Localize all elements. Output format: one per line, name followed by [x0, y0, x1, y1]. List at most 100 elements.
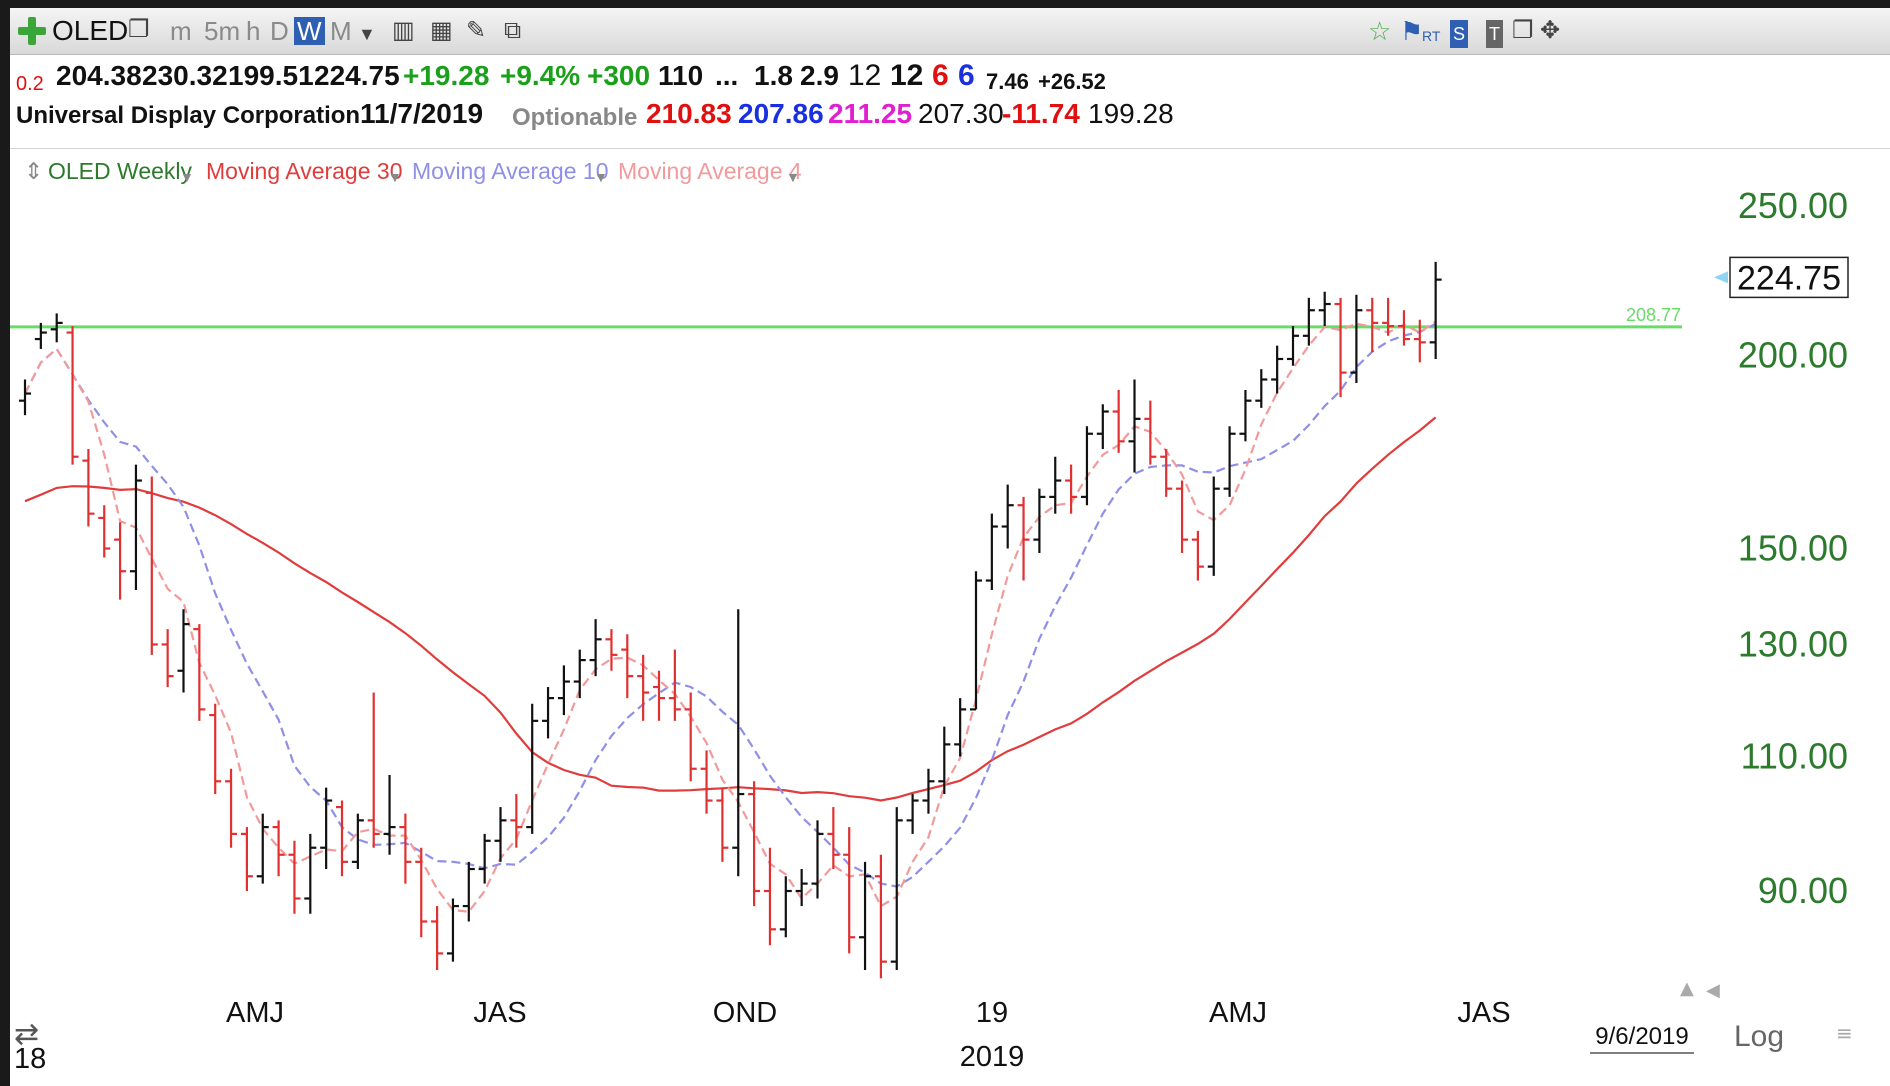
y-tick-label: 150.00: [1738, 528, 1848, 569]
ma4-line: [24, 320, 1437, 913]
reference-line: 208.77: [10, 305, 1682, 329]
ohlc-bar: [526, 703, 539, 834]
draw-pencil-icon[interactable]: ✎: [466, 17, 487, 44]
quote-change: +19.28: [403, 60, 490, 91]
s-button[interactable]: S: [1450, 20, 1469, 48]
reference-line-label: 208.77: [1626, 305, 1681, 325]
ohlc-bar: [1191, 530, 1204, 581]
ohlc-bar: [890, 807, 903, 970]
panel-menu-icon[interactable]: ≡: [1836, 1021, 1853, 1045]
legend-main-dropdown-icon[interactable]: ▼: [180, 169, 194, 185]
favorite-star-icon[interactable]: ☆: [1368, 16, 1392, 46]
ohlc-bar: [82, 448, 95, 527]
ohlc-bar: [256, 813, 269, 884]
ohlc-bar: [684, 692, 697, 782]
scroll-left-icon[interactable]: ◀: [1706, 980, 1720, 1001]
ohlc-bar: [542, 687, 555, 739]
ohlc-bar: [320, 787, 333, 870]
legend-main[interactable]: OLED Weekly: [48, 158, 193, 184]
ohlc-bar: [557, 665, 570, 716]
interval-month[interactable]: M: [330, 16, 352, 46]
window-icon[interactable]: ❐: [1512, 17, 1534, 44]
ohlc-bar: [225, 768, 238, 848]
header-separator: [10, 148, 1890, 149]
ohlc-bar: [1065, 464, 1078, 514]
price-chart[interactable]: 208.77 250.00 200.00 150.00 130.00 110.00 90.…: [10, 8, 1890, 1086]
symbol-label[interactable]: OLED: [52, 15, 129, 46]
y-tick-label: 110.00: [1741, 735, 1848, 776]
last-price-box: [1729, 256, 1849, 299]
date-marker: 9/6/2019: [1595, 1023, 1688, 1050]
ohlc-bar: [1112, 390, 1125, 453]
ohlc-bar: [145, 476, 158, 655]
quote-low: 199.51: [228, 60, 314, 91]
legend-ma30[interactable]: Moving Average 30: [206, 158, 403, 184]
flag-icon[interactable]: ⚑: [1400, 16, 1424, 46]
crosshair-icon[interactable]: ✥: [1540, 17, 1561, 44]
y-tick-label: 90.00: [1758, 870, 1848, 911]
quote-value-9: +26.52: [1038, 69, 1106, 94]
ohlc-bar: [700, 750, 713, 814]
swap-icon[interactable]: ⇄: [14, 1017, 39, 1052]
chart-window: OLED ❐ m 5m h D W M ▼ ▥ ▦ ✎ ⧉ ☆ ⚑ RT S T…: [10, 8, 1890, 1086]
legend-ma4-dropdown-icon[interactable]: ▼: [786, 169, 800, 185]
last-price-marker: [1714, 271, 1728, 284]
quote-high: 230.32: [142, 60, 228, 91]
t-button[interactable]: T: [1486, 20, 1503, 48]
legend-ma4[interactable]: Moving Average 4: [618, 158, 802, 184]
log-scale-toggle[interactable]: Log: [1734, 1020, 1784, 1053]
ohlc-bar: [1271, 345, 1284, 394]
quote-value-2: 1.8: [754, 60, 793, 91]
interval-day[interactable]: D: [270, 16, 289, 46]
ohlc-bar: [1176, 480, 1189, 553]
ohlc-bar: [367, 692, 380, 848]
interval-minute[interactable]: m: [170, 16, 192, 46]
x-tick-label: 19: [976, 997, 1008, 1029]
ohlc-bar: [494, 807, 507, 862]
quote-value-1: 110: [658, 60, 704, 91]
ohlc-bar: [478, 833, 491, 884]
quote-value-5: 12: [890, 59, 924, 92]
ohlc-bar: [510, 794, 523, 848]
ohlc-bar: [1318, 291, 1331, 327]
ohlc-bar: [161, 629, 174, 688]
x-tick-label: AMJ: [226, 997, 284, 1029]
ohlc-bar: [304, 833, 317, 914]
ohlc-bar: [621, 634, 634, 699]
ohlc-bar: [177, 609, 190, 693]
legend-ma30-dropdown-icon[interactable]: ▼: [388, 169, 402, 185]
ohlc-bar: [1049, 456, 1062, 514]
interval-week[interactable]: W: [294, 17, 325, 45]
legend-toggle-icon[interactable]: ⇕: [24, 158, 44, 184]
share-icon[interactable]: ⧉: [504, 17, 522, 44]
legend-ma10-dropdown-icon[interactable]: ▼: [594, 169, 608, 185]
ohlc-bar: [589, 619, 602, 677]
interval-hour[interactable]: h: [246, 16, 261, 46]
quote-value-4: 12: [848, 59, 882, 92]
ohlc-bar: [1096, 404, 1109, 449]
interval-5-minute[interactable]: 5m: [204, 16, 241, 46]
add-symbol-icon[interactable]: [18, 17, 46, 45]
year-label: 2019: [960, 1041, 1025, 1073]
company-name: Universal Display Corporation: [16, 102, 361, 129]
interval-dropdown-icon[interactable]: ▼: [358, 24, 376, 44]
x-tick-label: JAS: [473, 997, 526, 1029]
ohlc-bar: [1001, 484, 1014, 549]
ohlc-bar: [874, 854, 887, 979]
ohlc-bar: [795, 869, 808, 907]
y-axis: 250.00 200.00 150.00 130.00 110.00 90.00 224.7…: [1714, 185, 1849, 911]
ohlc-bar: [970, 571, 982, 711]
ohlc-bar: [1207, 476, 1220, 576]
rt-label[interactable]: RT: [1422, 28, 1441, 44]
scroll-up-icon[interactable]: ▲: [1680, 978, 1694, 999]
ohlc-bar: [1334, 297, 1347, 398]
bar-style-icon[interactable]: ▥: [392, 17, 415, 44]
compare-icon[interactable]: ❐: [128, 16, 150, 43]
ohlc-bar: [383, 774, 396, 855]
studies-icon[interactable]: ▦: [430, 17, 453, 44]
ohlc-bar: [50, 313, 63, 343]
y-tick-label: 250.00: [1738, 185, 1848, 226]
legend-ma10[interactable]: Moving Average 10: [412, 158, 609, 184]
ohlc-bar: [240, 827, 253, 891]
ohlc-bar: [748, 781, 761, 907]
